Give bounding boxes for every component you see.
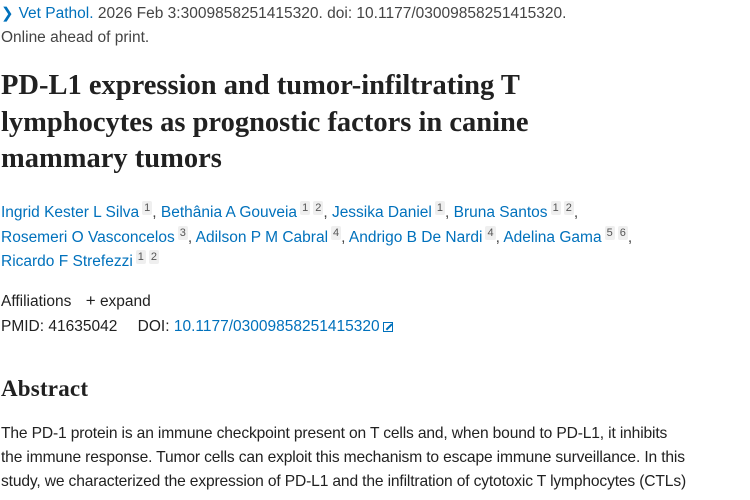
affiliation-ref[interactable]: 1 [135, 250, 146, 264]
separator: , [152, 204, 161, 221]
abstract-line: study, we characterized the expression o… [1, 473, 687, 490]
publication-status: Online ahead of print. [1, 29, 150, 46]
affiliations-row: Affiliations + expand [1, 291, 151, 311]
author-list: Ingrid Kester L Silva 1, Bethânia A Gouve… [1, 201, 632, 275]
identifiers: PMID: 41635042 DOI: 10.1177/030098582514… [1, 318, 393, 336]
affiliation-ref[interactable]: 1 [434, 201, 445, 215]
page-title: PD-L1 expression and tumor-infiltrating … [1, 68, 529, 178]
author-link[interactable]: Adelina Gama [503, 228, 602, 246]
citation: ❯ Vet Pathol. 2026 Feb 3:3009858251415320… [1, 4, 566, 23]
author-link[interactable]: Ricardo F Strefezzi [1, 253, 133, 270]
journal-link[interactable]: Vet Pathol. [18, 5, 94, 22]
author-link[interactable]: Ingrid Kester L Silva [1, 204, 140, 221]
title-line: mammary tumors [1, 143, 222, 174]
affiliation-ref[interactable]: 1 [550, 201, 561, 215]
expand-label: expand [99, 293, 151, 310]
abstract-text: The PD-1 protein is an immune checkpoint… [1, 422, 686, 494]
affiliation-ref[interactable]: 3 [177, 225, 188, 240]
abstract-line: the immune response. Tumor cells can exp… [1, 449, 685, 466]
affiliation-ref[interactable]: 2 [148, 250, 160, 264]
affiliation-ref[interactable]: 1 [300, 201, 311, 215]
abstract-line: The PD-1 protein is an immune checkpoint… [1, 425, 668, 442]
affiliation-ref[interactable]: 4 [485, 225, 496, 240]
affiliations-expand-button[interactable]: + expand [76, 291, 151, 310]
separator: , [323, 204, 332, 221]
author-line: Ricardo F Strefezzi 1 2 [1, 250, 632, 275]
separator: , [627, 228, 633, 246]
separator: , [573, 204, 579, 221]
affiliation-ref[interactable]: 2 [313, 201, 324, 215]
author-line: Rosemeri O Vasconcelos 3, Adilson P M Cab… [1, 225, 633, 251]
title-line: lymphocytes as prognostic factors in can… [1, 106, 529, 138]
affiliation-ref[interactable]: 1 [142, 201, 153, 215]
abstract-heading: Abstract [1, 376, 89, 401]
affiliation-ref[interactable]: 4 [331, 225, 342, 240]
affiliation-ref[interactable]: 2 [563, 201, 574, 215]
doi-label: DOI: [137, 318, 170, 335]
plus-icon: + [85, 291, 96, 310]
separator: , [187, 228, 196, 246]
separator: , [341, 228, 349, 246]
affiliations-label: Affiliations [1, 293, 72, 310]
doi-link[interactable]: 10.1177/03009858251415320 [174, 318, 393, 335]
title-line: PD-L1 expression and tumor-infiltrating … [1, 70, 520, 101]
author-link[interactable]: Bruna Santos [453, 204, 548, 221]
author-link[interactable]: Bethânia A Gouveia [160, 204, 298, 221]
author-link[interactable]: Rosemeri O Vasconcelos [1, 228, 175, 246]
author-link[interactable]: Jessika Daniel [331, 204, 432, 221]
affiliation-ref[interactable]: 5 [604, 225, 615, 240]
affiliation-ref[interactable]: 6 [617, 225, 628, 240]
pmid-value: 41635042 [48, 318, 118, 335]
chevron-right-icon[interactable]: ❯ [1, 5, 14, 22]
citation-details: 2026 Feb 3:3009858251415320. doi: 10.117… [93, 5, 567, 22]
separator: , [445, 204, 454, 221]
separator: , [495, 228, 504, 246]
external-link-icon [382, 322, 393, 332]
pmid-label: PMID: [1, 318, 45, 335]
author-line: Ingrid Kester L Silva 1, Bethânia A Gouve… [1, 201, 632, 226]
author-link[interactable]: Adilson P M Cabral [195, 228, 329, 246]
author-link[interactable]: Andrigo B De Nardi [348, 228, 483, 246]
